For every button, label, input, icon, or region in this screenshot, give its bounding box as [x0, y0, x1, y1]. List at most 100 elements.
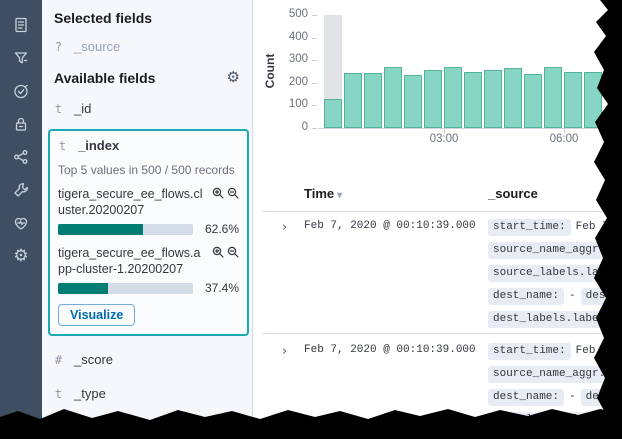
- histogram-bar[interactable]: [344, 73, 362, 128]
- header-divider: [262, 211, 622, 212]
- filter-out-value-icon[interactable]: [227, 187, 239, 203]
- field-type-icon: t: [54, 101, 63, 116]
- value-percent-bar: 37.4%: [58, 281, 239, 295]
- y-tick-label: 400: [288, 30, 308, 43]
- filter-for-value-icon[interactable]: [212, 246, 224, 262]
- top-value: tigera_secure_ee_flows.app-cluster-1.202…: [58, 245, 239, 295]
- security-lock-icon[interactable]: [12, 114, 31, 133]
- x-tick-label: 03:00: [429, 133, 459, 145]
- histogram-bar[interactable]: [524, 74, 542, 128]
- field-item-_score[interactable]: # _score: [54, 352, 242, 367]
- histogram-bar[interactable]: [324, 99, 342, 128]
- y-tick-label: 500: [288, 8, 308, 20]
- histogram-bar[interactable]: [544, 67, 562, 128]
- field-name: _id: [74, 101, 92, 116]
- fields-sidebar: Selected fields ? _source Available field…: [42, 0, 253, 439]
- left-nav-rail: ⚙: [0, 0, 42, 439]
- field-name: _type: [74, 386, 106, 401]
- y-axis-label: Count: [263, 53, 277, 89]
- field-settings-gear-icon[interactable]: ⚙: [226, 68, 240, 86]
- histogram-bar[interactable]: [584, 72, 602, 128]
- field-name: _score: [74, 352, 114, 367]
- row-timestamp: Feb 7, 2020 @ 00:10:39.000: [304, 344, 476, 356]
- x-tick-mark: [444, 129, 445, 133]
- filter-for-value-icon[interactable]: [212, 187, 224, 203]
- value-percent-label: 37.4%: [204, 281, 239, 295]
- histogram-bar[interactable]: [364, 73, 382, 128]
- y-tick-mark: [312, 128, 317, 129]
- expand-row-icon[interactable]: ›: [282, 344, 288, 359]
- source-cell: start_time: Feb 7 source_name_aggr: source_…: [488, 219, 622, 334]
- field-item-_source[interactable]: ? _source: [54, 39, 242, 54]
- y-tick-label: 300: [288, 53, 308, 66]
- top-values-list: tigera_secure_ee_flows.cluster.20200207 6…: [58, 186, 239, 295]
- field-badge: source_name_aggr:: [488, 242, 611, 259]
- field-item-index[interactable]: t _index: [58, 138, 239, 153]
- y-tick-label: 0: [301, 121, 308, 133]
- field-type-icon: #: [54, 352, 63, 367]
- field-badge: source_name_aggr:: [488, 366, 611, 383]
- field-badge: dest_labels.labels: [488, 311, 617, 328]
- field-badge: dest_name:: [488, 389, 565, 406]
- value-percent-label: 62.6%: [204, 222, 239, 236]
- field-item-_id[interactable]: t _id: [54, 101, 242, 116]
- y-tick-mark: [312, 82, 317, 84]
- field-type-icon: t: [58, 138, 67, 153]
- top-value: tigera_secure_ee_flows.cluster.20200207 6…: [58, 186, 239, 236]
- available-fields-heading: Available fields: [54, 70, 156, 86]
- histogram-bar[interactable]: [384, 67, 402, 128]
- source-line: source_name_aggr:: [488, 366, 622, 389]
- top-value-label: tigera_secure_ee_flows.app-cluster-1.202…: [58, 245, 239, 277]
- source-line: start_time: Feb 7: [488, 219, 622, 242]
- funnel-icon[interactable]: [12, 48, 31, 67]
- sort-descending-icon: ▾: [337, 190, 343, 201]
- source-line: source_name_aggr:: [488, 242, 622, 265]
- histogram-bar[interactable]: [404, 75, 422, 128]
- value-percent-bar: 62.6%: [58, 222, 239, 236]
- histogram-bar[interactable]: [424, 70, 442, 128]
- share-nodes-icon[interactable]: [12, 147, 31, 166]
- histogram-bar[interactable]: [564, 72, 582, 128]
- devtools-wrench-icon[interactable]: [12, 180, 31, 199]
- available-fields-top: t _id: [54, 101, 242, 116]
- uptime-clock-icon[interactable]: [12, 81, 31, 100]
- x-tick-label: 06:00: [549, 133, 579, 145]
- y-tick-mark: [312, 105, 317, 107]
- y-tick-mark: [312, 60, 317, 62]
- monitoring-heartbeat-icon[interactable]: [12, 213, 31, 232]
- histogram-bar[interactable]: [464, 72, 482, 128]
- x-tick-mark: [564, 129, 565, 133]
- field-badge: source_labels.lab: [488, 265, 611, 282]
- y-tick-label: 100: [288, 98, 308, 111]
- filter-out-value-icon[interactable]: [227, 246, 239, 262]
- histogram-bar[interactable]: [444, 67, 462, 128]
- field-item-_type[interactable]: t _type: [54, 386, 242, 401]
- field-badge: start_time:: [488, 343, 571, 360]
- logs-icon[interactable]: [12, 15, 31, 34]
- histogram-bar[interactable]: [504, 68, 522, 128]
- y-tick-mark: [312, 37, 317, 39]
- top-value-label: tigera_secure_ee_flows.cluster.20200207: [58, 186, 239, 218]
- field-name: _source: [74, 39, 121, 54]
- source-line: source_labels.lab: [488, 265, 622, 288]
- selected-fields-heading: Selected fields: [54, 10, 153, 26]
- source-line: dest_labels.labels: [488, 311, 622, 334]
- histogram-bar[interactable]: [484, 70, 502, 128]
- field-details-popover: t _index Top 5 values in 500 / 500 recor…: [48, 129, 249, 336]
- y-tick-mark: [312, 15, 317, 16]
- field-type-icon: ?: [54, 39, 63, 54]
- field-name: _index: [78, 138, 120, 153]
- field-value: -: [569, 290, 576, 302]
- expand-row-icon[interactable]: ›: [282, 220, 288, 235]
- row-timestamp: Feb 7, 2020 @ 00:10:39.000: [304, 220, 476, 232]
- field-type-icon: t: [54, 386, 63, 401]
- visualize-button[interactable]: Visualize: [58, 304, 136, 326]
- field-value: -: [569, 391, 576, 403]
- top-values-summary: Top 5 values in 500 / 500 records: [58, 163, 235, 177]
- management-gear-icon[interactable]: ⚙: [13, 246, 29, 265]
- y-tick-label: 200: [288, 75, 308, 88]
- time-column-header[interactable]: Time ▾: [304, 186, 343, 201]
- selected-fields-list: ? _source: [54, 39, 242, 54]
- field-badge: dest_name:: [488, 288, 565, 305]
